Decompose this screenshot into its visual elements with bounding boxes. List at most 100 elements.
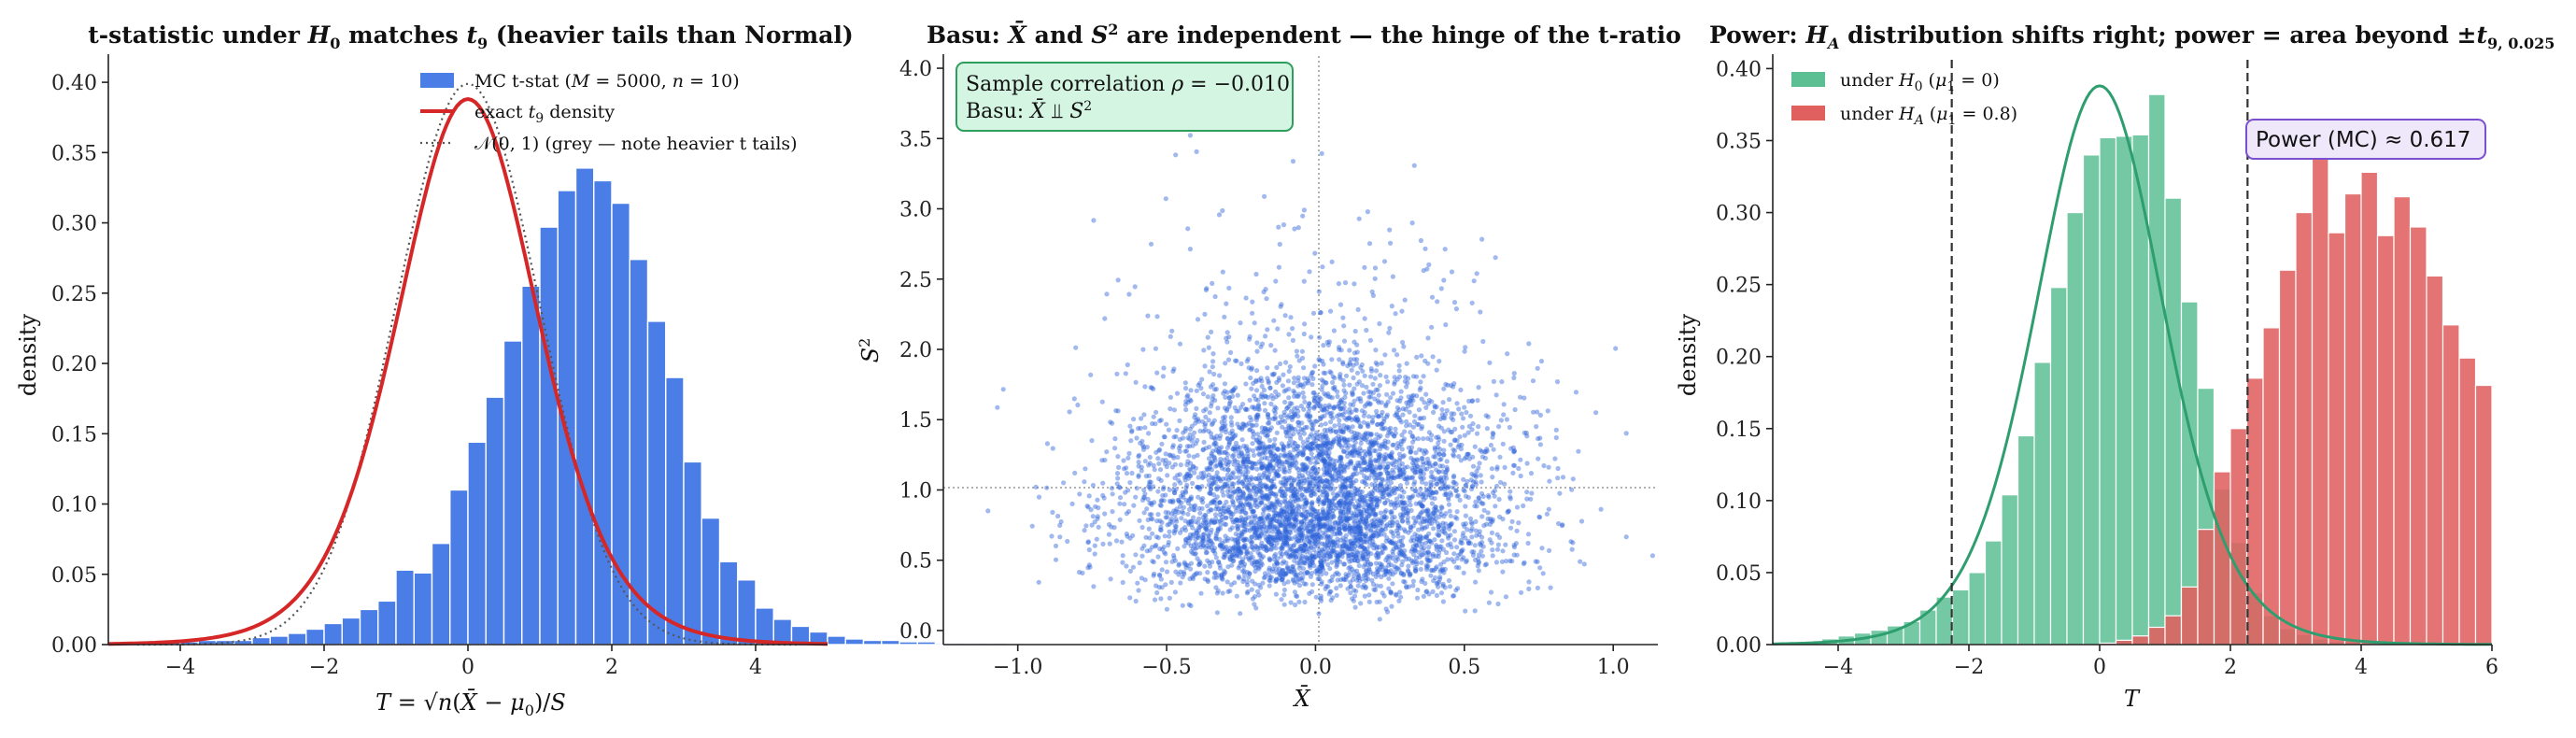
scatter-point bbox=[1102, 316, 1108, 321]
scatter-point bbox=[1438, 544, 1444, 549]
scatter-point bbox=[1280, 418, 1285, 423]
scatter-point bbox=[1425, 558, 1431, 564]
scatter-point bbox=[1261, 429, 1267, 434]
scatter-point bbox=[1348, 564, 1353, 570]
scatter-point bbox=[1415, 458, 1421, 463]
scatter-point bbox=[1479, 454, 1485, 460]
scatter-point bbox=[1346, 437, 1352, 443]
scatter-point bbox=[1392, 505, 1398, 511]
scatter-point bbox=[1409, 461, 1416, 466]
scatter-point bbox=[1267, 533, 1273, 539]
scatter-point bbox=[1386, 553, 1392, 559]
scatter-point bbox=[1316, 497, 1322, 503]
histogram-bar bbox=[646, 320, 667, 646]
scatter-point bbox=[1347, 546, 1352, 552]
scatter-point bbox=[1466, 456, 1472, 461]
scatter-point bbox=[1339, 489, 1345, 494]
scatter-point bbox=[1378, 482, 1383, 488]
scatter-point bbox=[1139, 546, 1145, 551]
scatter-point bbox=[1546, 464, 1551, 470]
scatter-point bbox=[1139, 575, 1144, 581]
scatter-point bbox=[1212, 570, 1218, 575]
scatter-point bbox=[1284, 504, 1290, 509]
scatter-point bbox=[1254, 561, 1260, 568]
scatter-point bbox=[1323, 470, 1328, 475]
scatter-point bbox=[1312, 433, 1318, 438]
scatter-point bbox=[1192, 415, 1197, 420]
scatter-point bbox=[1224, 482, 1230, 488]
scatter-point bbox=[1332, 384, 1338, 390]
scatter-point bbox=[1148, 385, 1154, 390]
scatter-point bbox=[1525, 540, 1531, 546]
scatter-point bbox=[1249, 386, 1254, 391]
scatter-point bbox=[1405, 464, 1410, 470]
scatter-point bbox=[1513, 541, 1519, 546]
scatter-point bbox=[1382, 425, 1388, 431]
scatter-point bbox=[1380, 527, 1386, 533]
scatter-point bbox=[1500, 441, 1506, 447]
scatter-point bbox=[1269, 546, 1275, 551]
scatter-point bbox=[1273, 278, 1279, 284]
scatter-point bbox=[1419, 479, 1425, 485]
scatter-point bbox=[1208, 487, 1214, 492]
scatter-point bbox=[1290, 507, 1295, 513]
scatter-point bbox=[1329, 529, 1335, 534]
scatter-point bbox=[1231, 481, 1237, 487]
scatter-point bbox=[1215, 526, 1222, 532]
scatter-point bbox=[1367, 374, 1374, 379]
scatter-point bbox=[1260, 544, 1266, 549]
scatter-point bbox=[1277, 502, 1282, 508]
scatter-point bbox=[1546, 506, 1551, 512]
scatter-point bbox=[1249, 587, 1254, 592]
scatter-point bbox=[1238, 550, 1244, 556]
scatter-point bbox=[1261, 472, 1267, 478]
scatter-point bbox=[1267, 385, 1273, 390]
scatter-point bbox=[1214, 590, 1220, 596]
scatter-point bbox=[1253, 475, 1259, 482]
scatter-point bbox=[1284, 534, 1290, 540]
scatter-point bbox=[1309, 571, 1315, 576]
scatter-point bbox=[1265, 365, 1270, 371]
scatter-point bbox=[1182, 489, 1188, 494]
scatter-point bbox=[1325, 342, 1331, 348]
scatter-point bbox=[1476, 560, 1481, 565]
scatter-point bbox=[1253, 388, 1260, 393]
scatter-point bbox=[1249, 496, 1254, 502]
scatter-point bbox=[1463, 345, 1468, 350]
scatter-point bbox=[1338, 429, 1344, 434]
scatter-point bbox=[1274, 499, 1280, 505]
scatter-point bbox=[1296, 479, 1302, 485]
scatter-point bbox=[1307, 479, 1312, 486]
scatter-point bbox=[1536, 514, 1542, 519]
scatter-point bbox=[1384, 486, 1390, 491]
scatter-point bbox=[1257, 477, 1263, 483]
scatter-point bbox=[1323, 403, 1328, 409]
scatter-point bbox=[1183, 426, 1189, 432]
scatter-point bbox=[1332, 519, 1338, 525]
scatter-point bbox=[1374, 583, 1380, 589]
scatter-point bbox=[1338, 372, 1343, 377]
scatter-point bbox=[1271, 526, 1277, 532]
scatter-point bbox=[1291, 543, 1296, 548]
scatter-point bbox=[1147, 461, 1153, 466]
scatter-point bbox=[1301, 518, 1307, 524]
scatter-point bbox=[1347, 483, 1352, 489]
scatter-point bbox=[1378, 421, 1384, 427]
scatter-point bbox=[1488, 518, 1493, 524]
scatter-point bbox=[1459, 411, 1465, 417]
scatter-point bbox=[1388, 509, 1394, 515]
scatter-point bbox=[1223, 570, 1228, 575]
scatter-point bbox=[1340, 535, 1346, 541]
scatter-point bbox=[1299, 531, 1306, 537]
scatter-point bbox=[1336, 442, 1342, 447]
scatter-point bbox=[1280, 492, 1285, 498]
scatter-point bbox=[1494, 464, 1500, 470]
scatter-point bbox=[1326, 504, 1332, 509]
scatter-point bbox=[1352, 588, 1357, 593]
scatter-point bbox=[1516, 465, 1522, 472]
scatter-point bbox=[1338, 399, 1344, 405]
scatter-point bbox=[1287, 546, 1293, 553]
scatter-point bbox=[1470, 463, 1477, 469]
scatter-point bbox=[1258, 441, 1264, 447]
scatter-point bbox=[1302, 477, 1308, 484]
